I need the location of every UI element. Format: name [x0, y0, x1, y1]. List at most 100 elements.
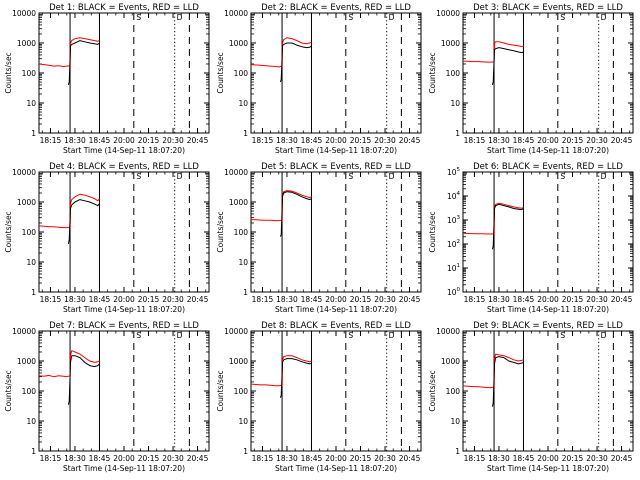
y-tick-label: 10000	[436, 327, 460, 336]
series-line-lld	[462, 202, 524, 235]
y-tick-label: 10000	[12, 327, 36, 336]
x-tick-label: 20:00	[113, 136, 135, 145]
y-axis-label: Counts/sec	[428, 52, 437, 93]
y-tick-label: 10	[450, 99, 460, 108]
y-tick-label: 10	[238, 417, 248, 426]
x-tick-label: 18:45	[513, 136, 535, 145]
y-tick-label: 100	[446, 69, 461, 78]
x-tick-label: 20:30	[374, 295, 396, 304]
y-tick-label: 100	[22, 387, 37, 396]
x-tick-label: 18:15	[40, 136, 62, 145]
y-tick-label: 10	[450, 417, 460, 426]
chart-panel-3: Det 3: BLACK = Events, RED = LLD 1 10 100 10…	[428, 3, 634, 155]
d-marker-label: D	[177, 13, 183, 22]
x-tick-label: 20:00	[325, 295, 347, 304]
y-axis-label: Counts/sec	[428, 370, 437, 411]
series-line-lld	[38, 37, 100, 67]
y-tick-label: 1	[243, 288, 248, 297]
x-tick-label: 18:30	[64, 136, 86, 145]
y-tick-label: 1000	[229, 357, 248, 366]
y-tick-label: 10000	[12, 9, 36, 18]
x-axis-label: Start Time (14-Sep-11 18:07:20)	[63, 305, 185, 314]
x-tick-label: 18:15	[252, 454, 274, 463]
x-tick-label: 20:00	[537, 136, 559, 145]
y-tick-label: 100	[22, 69, 37, 78]
x-tick-label: 20:30	[586, 295, 608, 304]
d-marker-label: D	[389, 331, 395, 340]
y-tick-label: 1	[31, 447, 36, 456]
y-tick-label: 100	[234, 69, 249, 78]
x-tick-label: 20:15	[350, 295, 372, 304]
y-axis-label: Counts/sec	[216, 370, 225, 411]
y-tick-label: 1000	[441, 357, 460, 366]
y-tick-label: 102	[447, 239, 460, 249]
series-line-lld	[250, 190, 312, 222]
x-axis-label: Start Time (14-Sep-11 18:07:20)	[487, 464, 609, 473]
series-line-events	[491, 47, 524, 86]
y-tick-label: 10	[26, 99, 36, 108]
x-tick-label: 20:15	[562, 454, 584, 463]
y-tick-label: 10000	[436, 9, 460, 18]
x-axis-label: Start Time (14-Sep-11 18:07:20)	[487, 305, 609, 314]
series-line-events	[491, 356, 524, 407]
x-tick-label: 20:15	[562, 295, 584, 304]
x-tick-label: 20:00	[537, 295, 559, 304]
chart-panel-2: Det 2: BLACK = Events, RED = LLD 1 10 100 10…	[216, 3, 422, 155]
d-marker-label: D	[601, 331, 607, 340]
x-axis-label: Start Time (14-Sep-11 18:07:20)	[63, 464, 185, 473]
y-tick-label: 1	[31, 288, 36, 297]
plot-frame	[38, 171, 210, 293]
chart-title: Det 5: BLACK = Events, RED = LLD	[261, 162, 411, 172]
series-line-events	[67, 40, 100, 86]
y-tick-label: 10	[26, 417, 36, 426]
series-line-events	[491, 203, 524, 250]
x-tick-label: 18:45	[89, 454, 111, 463]
chart-panel-4: Det 4: BLACK = Events, RED = LLD 1 10 100 10…	[4, 162, 210, 314]
x-tick-label: 18:30	[276, 295, 298, 304]
d-marker-label: D	[177, 172, 183, 181]
plot-frame	[462, 330, 634, 452]
y-tick-label: 1	[455, 129, 460, 138]
y-tick-label: 1	[243, 129, 248, 138]
saa-marker-label: S	[348, 13, 353, 22]
series-line-events	[67, 355, 100, 405]
x-tick-label: 20:00	[325, 136, 347, 145]
x-tick-label: 20:45	[399, 136, 421, 145]
chart-panel-6: Det 6: BLACK = Events, RED = LLD 100 101 10…	[428, 162, 634, 314]
x-tick-label: 18:45	[89, 136, 111, 145]
series-line-events	[279, 358, 312, 398]
y-tick-label: 101	[447, 263, 460, 273]
saa-marker-label: S	[560, 13, 565, 22]
x-tick-label: 20:00	[537, 454, 559, 463]
x-tick-label: 20:30	[162, 454, 184, 463]
y-tick-label: 10000	[224, 168, 248, 177]
x-tick-label: 18:15	[252, 295, 274, 304]
chart-title: Det 1: BLACK = Events, RED = LLD	[49, 3, 199, 13]
series-line-lld	[462, 353, 524, 389]
y-tick-label: 100	[22, 228, 37, 237]
x-tick-label: 18:30	[276, 136, 298, 145]
x-tick-label: 18:30	[488, 454, 510, 463]
x-tick-label: 20:15	[350, 136, 372, 145]
y-tick-label: 1000	[17, 198, 36, 207]
x-tick-label: 20:45	[399, 295, 421, 304]
series-line-lld	[250, 37, 312, 68]
plot-frame	[250, 12, 422, 134]
plot-frame	[38, 330, 210, 452]
chart-title: Det 7: BLACK = Events, RED = LLD	[49, 321, 199, 331]
saa-marker-label: S	[560, 331, 565, 340]
x-tick-label: 18:15	[40, 454, 62, 463]
y-axis-label: Counts/sec	[4, 52, 13, 93]
saa-marker-label: S	[136, 331, 141, 340]
saa-marker-label: S	[348, 172, 353, 181]
y-tick-label: 1	[455, 447, 460, 456]
y-tick-label: 1000	[229, 39, 248, 48]
x-tick-label: 18:45	[513, 295, 535, 304]
x-tick-label: 20:45	[611, 136, 633, 145]
y-tick-label: 104	[447, 191, 461, 201]
chart-title: Det 6: BLACK = Events, RED = LLD	[473, 162, 623, 172]
x-tick-label: 20:45	[187, 454, 209, 463]
x-tick-label: 18:15	[252, 136, 274, 145]
x-tick-label: 20:00	[325, 454, 347, 463]
